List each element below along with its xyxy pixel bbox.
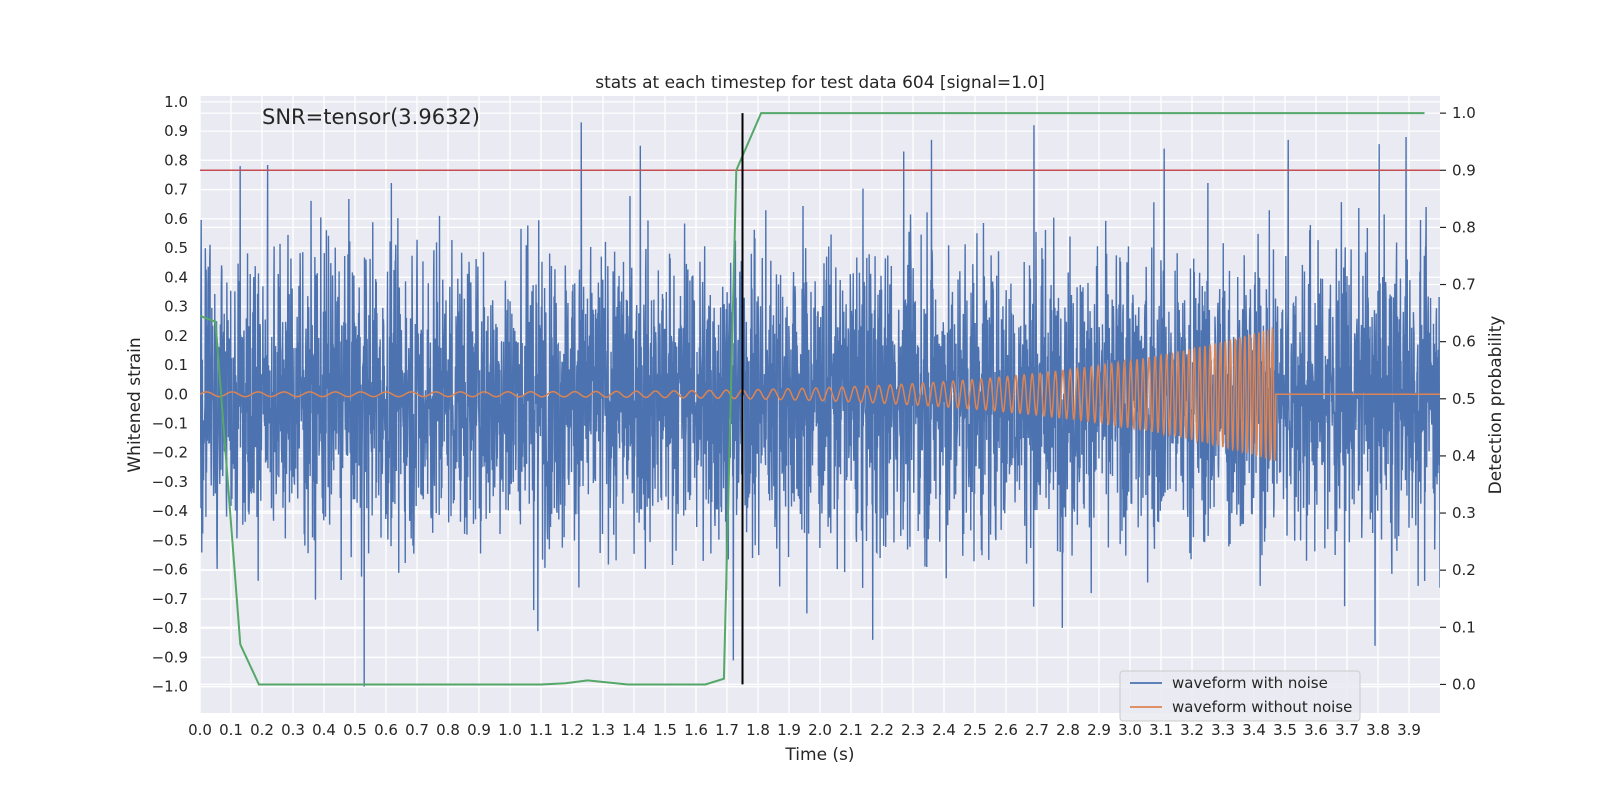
y-right-tick-label: 0.4 [1452,447,1476,465]
x-tick-label: 3.9 [1397,721,1421,739]
y-tick-label: −1.0 [152,678,188,696]
x-tick-label: 3.0 [1118,721,1142,739]
snr-annotation: SNR=tensor(3.9632) [262,105,480,129]
y-right-tick-label: 0.1 [1452,618,1476,636]
y-right-tick-label: 0.6 [1452,333,1476,351]
x-tick-label: 3.8 [1366,721,1390,739]
y-right-tick-label: 0.7 [1452,276,1476,294]
y-tick-label: 0.8 [164,151,188,169]
x-axis-label: Time (s) [784,745,854,765]
y-tick-label: 0.2 [164,327,188,345]
y-tick-label: −0.5 [152,531,188,549]
x-tick-label: 0.7 [405,721,429,739]
x-tick-label: 2.9 [1087,721,1111,739]
x-tick-label: 2.4 [932,721,956,739]
legend-label-noise: waveform with noise [1172,674,1328,692]
y-tick-label: 0.9 [164,122,188,140]
y-right-tick-label: 1.0 [1452,104,1476,122]
y-tick-label: 0.4 [164,268,188,286]
x-axis-ticks: 0.0 0.1 0.2 0.3 0.4 0.5 0.6 0.7 0.8 0.9 1.0 1.1 1.2 1… [188,721,1421,739]
y-tick-label: −0.4 [152,502,188,520]
legend-label-clean: waveform without noise [1172,698,1352,716]
y-tick-label: 0.6 [164,210,188,228]
y-tick-label: −0.9 [152,648,188,666]
y-tick-label: 0.0 [164,385,188,403]
x-tick-label: 0.9 [467,721,491,739]
x-tick-label: 3.2 [1180,721,1204,739]
x-tick-label: 0.6 [374,721,398,739]
x-tick-label: 2.1 [839,721,863,739]
x-tick-label: 2.8 [1056,721,1080,739]
x-tick-label: 0.1 [219,721,243,739]
x-tick-label: 0.0 [188,721,212,739]
y-tick-label: 1.0 [164,93,188,111]
x-tick-label: 3.5 [1273,721,1297,739]
series-waveform-with-noise [200,122,1440,687]
y-tick-label: 0.1 [164,356,188,374]
x-tick-label: 2.6 [994,721,1018,739]
series-waveform-without-noise [200,326,1440,462]
x-tick-label: 1.5 [653,721,677,739]
data-series [200,112,1440,687]
x-tick-label: 3.3 [1211,721,1235,739]
series-detection-probability [200,112,1425,686]
x-tick-label: 1.8 [746,721,770,739]
y-axis-right-label: Detection probability [1486,316,1506,495]
x-tick-label: 0.3 [281,721,305,739]
x-tick-label: 1.6 [684,721,708,739]
x-tick-label: 2.3 [901,721,925,739]
x-tick-label: 2.0 [808,721,832,739]
x-tick-label: 1.7 [715,721,739,739]
x-tick-label: 0.5 [343,721,367,739]
y-axis-right-ticks: 1.0 0.9 0.8 0.7 0.6 0.5 0.4 0.3 0.2 0.1 0.0 [1440,104,1476,693]
x-tick-label: 1.4 [622,721,646,739]
y-right-tick-label: 0.2 [1452,561,1476,579]
y-tick-label: 0.7 [164,181,188,199]
y-tick-label: 0.3 [164,298,188,316]
x-tick-label: 3.7 [1335,721,1359,739]
x-tick-label: 2.5 [963,721,987,739]
x-tick-label: 3.1 [1149,721,1173,739]
y-tick-label: −0.8 [152,619,188,637]
legend: waveform with noise waveform without noi… [1119,670,1361,722]
y-right-tick-label: 0.0 [1452,675,1476,693]
chart-title: stats at each timestep for test data 604… [595,73,1045,93]
x-tick-label: 0.8 [436,721,460,739]
y-tick-label: 0.5 [164,239,188,257]
x-tick-label: 1.0 [498,721,522,739]
y-right-tick-label: 0.3 [1452,504,1476,522]
legend-box [1119,670,1361,722]
y-tick-label: −0.3 [152,473,188,491]
y-tick-label: −0.6 [152,561,188,579]
y-tick-label: −0.1 [152,415,188,433]
x-tick-label: 0.4 [312,721,336,739]
x-tick-label: 2.2 [870,721,894,739]
x-tick-label: 1.3 [591,721,615,739]
x-tick-label: 3.4 [1242,721,1266,739]
y-axis-label: Whitened strain [125,337,145,472]
x-tick-label: 2.7 [1025,721,1049,739]
x-tick-label: 1.9 [777,721,801,739]
x-tick-label: 1.2 [560,721,584,739]
y-right-tick-label: 0.8 [1452,218,1476,236]
x-tick-label: 3.6 [1304,721,1328,739]
y-axis-ticks: 1.0 0.9 0.8 0.7 0.6 0.5 0.4 0.3 0.2 0.1 0.0 −0.1 −0.… [152,93,188,696]
y-right-tick-label: 0.5 [1452,390,1476,408]
x-tick-label: 1.1 [529,721,553,739]
y-tick-label: −0.7 [152,590,188,608]
y-right-tick-label: 0.9 [1452,161,1476,179]
y-tick-label: −0.2 [152,444,188,462]
x-tick-label: 0.2 [250,721,274,739]
